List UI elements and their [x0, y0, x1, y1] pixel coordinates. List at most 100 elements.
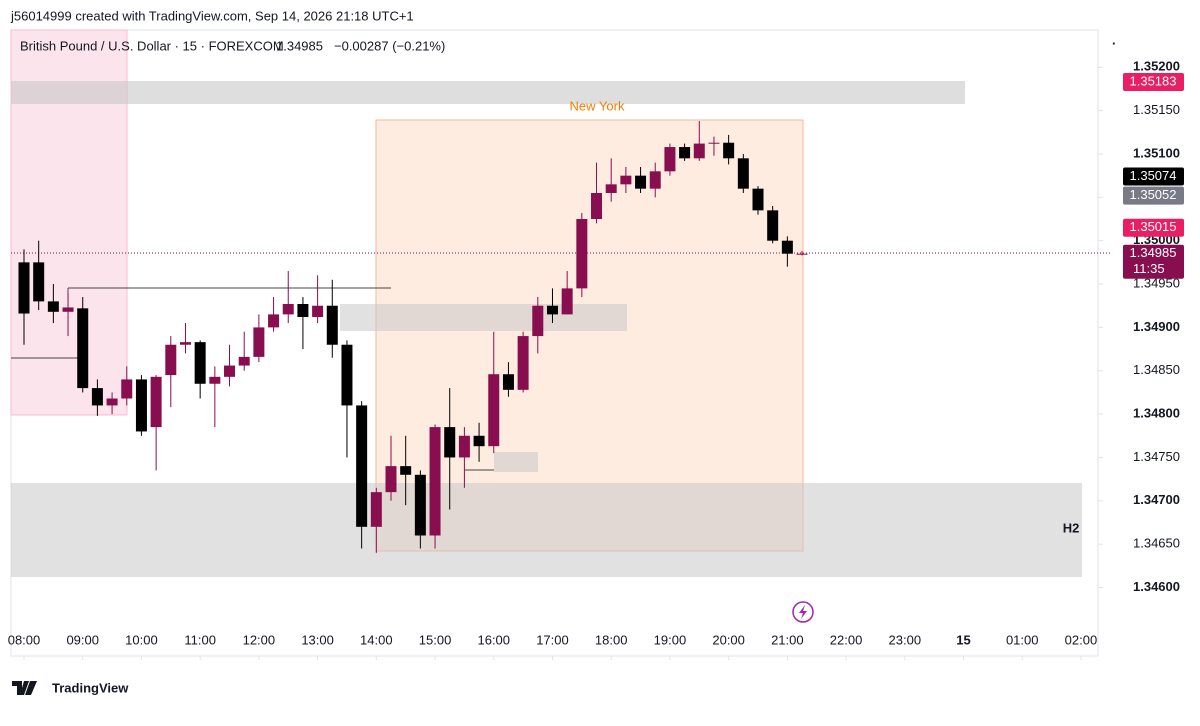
candle-body	[179, 342, 191, 345]
candle-body	[121, 379, 133, 399]
logo-text: TradingView	[52, 680, 129, 695]
y-tick-label: 1.34700	[1133, 492, 1180, 507]
session-label: New York	[570, 98, 625, 113]
x-tick-label: 15	[956, 632, 970, 647]
candle-body	[620, 175, 632, 185]
candle-body	[591, 193, 603, 220]
y-tick-label: 1.34800	[1133, 406, 1180, 421]
event-icon[interactable]	[792, 601, 814, 623]
candle-body	[458, 435, 470, 458]
candle-body	[370, 492, 382, 527]
dot: .	[1112, 32, 1116, 47]
x-tick-label: 08:00	[8, 632, 41, 647]
candle-body	[209, 376, 221, 384]
x-tick-label: 18:00	[595, 632, 628, 647]
symbol: British Pound / U.S. Dollar · 15 · FOREX…	[20, 38, 284, 53]
candle-body	[150, 376, 162, 428]
x-tick-label: 01:00	[1006, 632, 1039, 647]
candle-body	[517, 336, 529, 390]
last-price: 1.34985	[276, 38, 323, 53]
x-tick-label: 21:00	[771, 632, 804, 647]
x-tick-label: 13:00	[301, 632, 334, 647]
logo: TradingView	[12, 680, 129, 695]
x-tick-label: 16:00	[477, 632, 510, 647]
y-tick-label: 1.34650	[1133, 536, 1180, 551]
gray-zone	[11, 483, 1082, 577]
candle-body	[91, 388, 103, 406]
event-icon-bolt	[799, 605, 807, 619]
countdown: 11:35	[1133, 261, 1165, 276]
price-tag	[1123, 167, 1184, 186]
y-tick-label: 1.34750	[1133, 449, 1180, 464]
candle-body	[767, 210, 779, 241]
price-tag	[1123, 218, 1184, 237]
candle-body	[664, 147, 676, 172]
price-tag	[1123, 186, 1184, 205]
candle-body	[546, 305, 558, 315]
x-tick-label: 09:00	[66, 632, 99, 647]
candle-body	[561, 288, 573, 315]
x-tick-label: 10:00	[125, 632, 158, 647]
x-tick-label: 14:00	[360, 632, 393, 647]
candle-body	[752, 188, 764, 211]
header: j56014999 created with TradingView.com, …	[10, 8, 414, 23]
y-tick-label: 1.34900	[1133, 319, 1180, 334]
y-tick-label: 1.34950	[1133, 275, 1180, 290]
candle-body	[781, 240, 793, 254]
candle-body	[723, 142, 735, 159]
x-tick-label: 11:00	[184, 632, 216, 647]
candle-body	[429, 427, 441, 536]
y-tick-label: 1.35200	[1133, 59, 1180, 74]
candle-body	[341, 344, 353, 406]
y-tick-label: 1.34600	[1133, 579, 1180, 594]
price-tag-label: 1.35074	[1130, 168, 1177, 183]
candle-body	[62, 307, 74, 312]
x-tick-label: 19:00	[654, 632, 687, 647]
candle-body	[47, 301, 59, 312]
candle-body	[18, 262, 30, 314]
session-box	[375, 119, 804, 552]
gray-zone	[494, 452, 538, 472]
x-tick-label: 12:00	[243, 632, 276, 647]
candle-body	[488, 374, 500, 447]
price-tag-label: 1.35183	[1130, 73, 1177, 88]
candle-body	[194, 342, 206, 384]
candle-body	[708, 142, 720, 144]
y-tick-label: 1.35100	[1133, 145, 1180, 160]
x-tick-label: 22:00	[830, 632, 863, 647]
candle-body	[796, 253, 808, 255]
candle-body	[282, 303, 294, 315]
price-tag	[1123, 73, 1184, 92]
x-tick-label: 02:00	[1065, 632, 1098, 647]
candle-body	[224, 365, 236, 377]
candle-body	[238, 356, 250, 366]
price-tag-label: 1.35015	[1130, 219, 1177, 234]
candle-body	[414, 474, 426, 536]
current-price-label: 1.34985	[1130, 245, 1177, 260]
candle-body	[693, 143, 705, 159]
candle-body	[385, 466, 397, 493]
candle-body	[268, 314, 280, 328]
x-tick-label: 17:00	[536, 632, 569, 647]
y-tick-label: 1.35150	[1133, 102, 1180, 117]
candle-body	[356, 405, 368, 527]
candle-body	[635, 175, 647, 189]
x-tick-label: 20:00	[712, 632, 745, 647]
gray-zone	[11, 81, 965, 104]
candle-body	[326, 305, 338, 345]
candle-body	[400, 466, 412, 475]
gray-zone	[340, 304, 627, 331]
current-price-tag	[1123, 244, 1184, 279]
x-tick-label: 15:00	[419, 632, 452, 647]
candle-body	[737, 158, 749, 189]
logo-mark	[12, 681, 37, 695]
candle-body	[502, 374, 514, 390]
candle-body	[106, 398, 118, 406]
price-change: −0.00287 (−0.21%)	[334, 38, 445, 53]
candle-body	[253, 327, 265, 357]
candle-body	[77, 308, 89, 389]
candle-body	[605, 184, 617, 194]
candle-body	[297, 303, 309, 317]
x-tick-label: 23:00	[889, 632, 922, 647]
